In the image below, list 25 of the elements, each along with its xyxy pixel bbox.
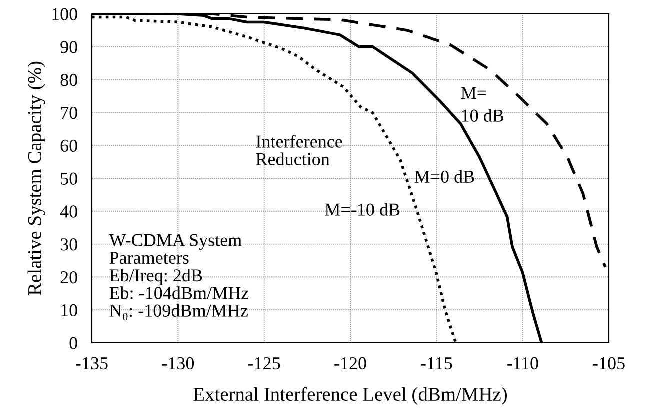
x-tick-label: -110 bbox=[507, 357, 538, 370]
x-tick-label: -120 bbox=[334, 357, 366, 370]
x-tick-label: -135 bbox=[76, 357, 108, 370]
y-tick-label: 30 bbox=[60, 238, 78, 251]
annotation: Interference Reduction bbox=[256, 134, 342, 166]
y-tick-label: 20 bbox=[60, 271, 78, 284]
x-tick-label: -125 bbox=[248, 357, 280, 370]
y-tick-label: 100 bbox=[52, 8, 78, 20]
y-tick-label: 40 bbox=[60, 206, 78, 218]
y-tick-label: 50 bbox=[61, 172, 78, 185]
series-label: M=-10 dB bbox=[325, 203, 400, 216]
series-label: M= 10 dB bbox=[461, 87, 504, 122]
x-tick-label: -130 bbox=[162, 357, 194, 370]
x-axis-title: External Interference Level (dBm/MHz) bbox=[194, 387, 508, 405]
y-tick-label: 0 bbox=[70, 337, 78, 350]
series-label: M=0 dB bbox=[414, 170, 474, 184]
y-tick-label: 90 bbox=[60, 41, 78, 54]
y-tick-label: 70 bbox=[61, 106, 78, 120]
y-axis-title: Relative System Capacity (%) bbox=[28, 62, 46, 296]
x-tick-label: -115 bbox=[421, 358, 452, 370]
y-tick-label: 10 bbox=[62, 304, 78, 317]
annotation: W-CDMA System Parameters Eb/Ireq: 2dB Eb: -104dBm/MHz N₀: -109dBm/MHz bbox=[109, 234, 249, 321]
y-tick-label: 60 bbox=[60, 140, 78, 152]
x-tick-label: -105 bbox=[593, 357, 625, 370]
y-tick-label: 80 bbox=[60, 74, 78, 86]
